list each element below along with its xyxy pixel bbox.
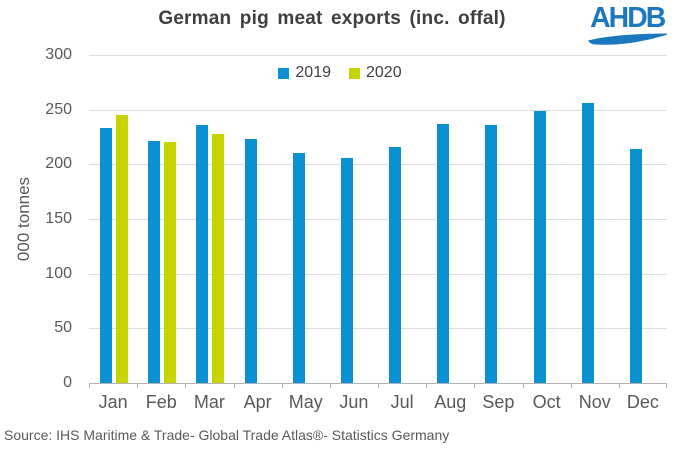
plot-area (89, 55, 667, 388)
x-axis-tick (666, 383, 667, 388)
bar-group-mar (185, 55, 233, 383)
bar-group-feb (137, 55, 185, 383)
x-axis-tick (426, 383, 428, 388)
x-label-apr: Apr (243, 392, 272, 412)
bar-2019-aug (437, 123, 450, 383)
bar-2020-jan (116, 115, 128, 383)
x-axis-tick (89, 383, 90, 388)
bar-group-sep (474, 55, 522, 383)
bar-2020-mar (212, 133, 225, 383)
bar-2019-jun (340, 157, 353, 383)
bar-group-aug (426, 55, 474, 383)
bar-2019-apr (244, 139, 257, 383)
y-tick-label-0: 0 (63, 374, 72, 391)
legend-label-2020: 2020 (366, 64, 402, 81)
legend: 2019 2020 (0, 62, 680, 84)
x-axis-tick (522, 383, 524, 388)
bar-2019-oct (533, 110, 546, 383)
bar-2019-may (292, 153, 305, 383)
bar-group-dec (619, 55, 667, 383)
gridline-300 (89, 55, 667, 56)
bar-group-oct (523, 55, 571, 383)
bar-group-jan (89, 55, 137, 383)
bar-2019-nov (581, 103, 594, 383)
x-label-aug: Aug (434, 392, 467, 412)
x-label-jan: Jan (98, 392, 128, 412)
x-label-nov: Nov (578, 392, 611, 412)
y-axis-tick-labels: 300 250 200 150 100 50 0 (0, 46, 72, 391)
x-axis-tick (474, 383, 476, 388)
bar-2019-feb (148, 141, 161, 383)
bar-2019-mar (196, 124, 209, 383)
x-axis-tick (233, 383, 235, 388)
x-label-oct: Oct (532, 392, 561, 412)
x-axis-tick (281, 383, 283, 388)
legend-label-2019: 2019 (295, 64, 331, 81)
x-label-feb: Feb (145, 392, 177, 412)
bar-2019-jan (100, 128, 112, 383)
x-axis-tick (329, 383, 331, 388)
bar-group-jul (378, 55, 426, 383)
x-label-jun: Jun (339, 392, 369, 412)
bar-group-jun (330, 55, 378, 383)
x-axis-tick (378, 383, 379, 388)
x-label-sep: Sep (482, 392, 515, 412)
x-axis-tick (570, 383, 572, 388)
x-axis-labels: Jan Feb Mar Apr May Jun Jul Aug Sep Oct Nov Dec (89, 392, 667, 412)
bar-2020-feb (164, 142, 177, 383)
x-label-mar: Mar (193, 392, 225, 412)
source-note: Source: IHS Maritime & Trade- Global Tra… (4, 427, 450, 443)
x-label-jul: Jul (390, 392, 414, 412)
legend-item-2019: 2019 (278, 64, 331, 82)
ahdb-wave-icon (588, 33, 668, 45)
ahdb-logo-text: AHDB (590, 2, 666, 34)
bar-2019-jul (389, 146, 401, 383)
legend-swatch-2020 (349, 67, 360, 79)
y-tick-label-250: 250 (45, 100, 72, 118)
legend-swatch-2019 (278, 67, 290, 79)
y-tick-label-150: 150 (45, 210, 72, 227)
bar-2019-dec (629, 149, 642, 383)
gridline-100 (89, 273, 667, 275)
bar-group-apr (234, 55, 282, 383)
bar-group-nov (571, 55, 619, 383)
x-axis-tick (185, 383, 187, 388)
x-label-may: May (288, 392, 323, 412)
ahdb-logo: AHDB (588, 4, 668, 45)
chart-title: German pig meat exports (inc. offal) (158, 8, 506, 29)
gridline-200 (89, 164, 667, 166)
y-tick-label-200: 200 (45, 155, 72, 173)
gridline-150 (89, 219, 667, 220)
legend-item-2020: 2020 (349, 64, 402, 82)
gridline-50 (89, 328, 667, 330)
y-tick-label-50: 50 (54, 319, 72, 337)
bar-group-may (282, 55, 330, 383)
gridline-250 (89, 109, 667, 111)
x-axis-tick (137, 383, 139, 388)
y-tick-label-300: 300 (45, 46, 72, 63)
bar-2019-sep (485, 124, 498, 383)
x-axis-tick (618, 383, 620, 388)
y-tick-label-100: 100 (45, 264, 72, 282)
x-label-dec: Dec (626, 392, 659, 412)
